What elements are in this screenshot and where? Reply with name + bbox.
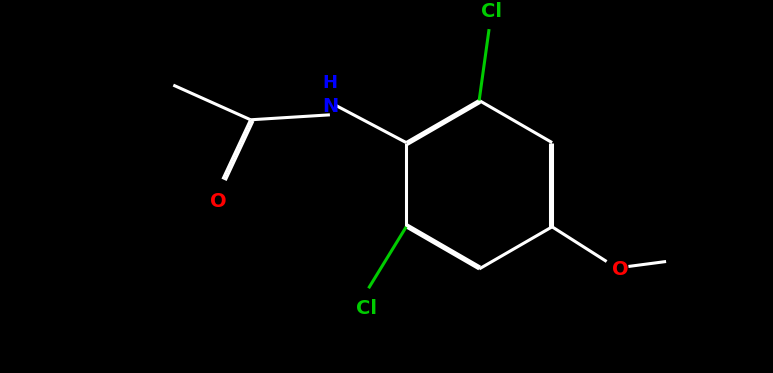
Text: N: N (322, 97, 338, 116)
Text: Cl: Cl (481, 2, 502, 21)
Text: Cl: Cl (356, 299, 377, 317)
Text: O: O (209, 192, 226, 210)
Text: O: O (612, 260, 628, 279)
Text: H: H (322, 74, 337, 92)
